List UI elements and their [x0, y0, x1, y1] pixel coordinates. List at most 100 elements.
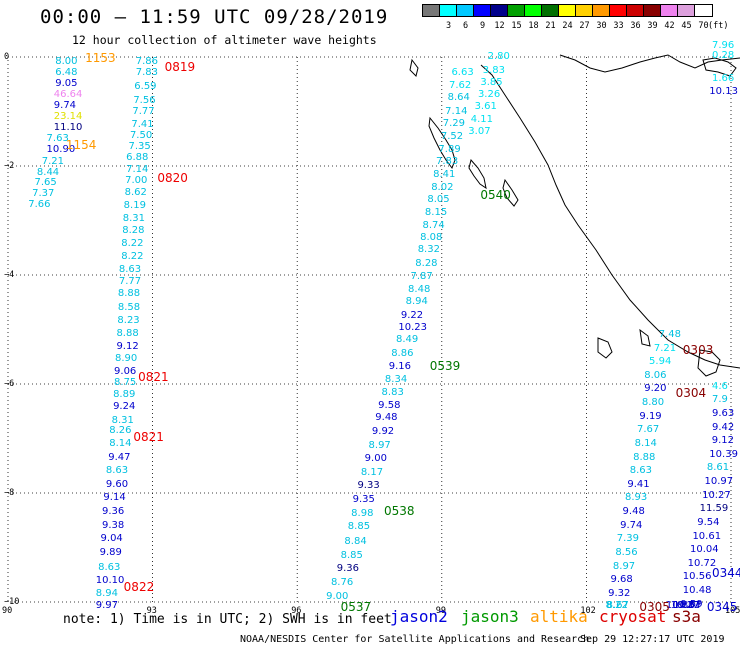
wave-height-value: 8.63 [98, 561, 121, 573]
wave-height-value: 8.32 [417, 244, 440, 256]
wave-height-value: 8.63 [118, 263, 142, 275]
wave-height-value: 9.36 [101, 506, 125, 518]
wave-height-value: 9.68 [610, 574, 633, 586]
wave-height-value: 10.72 [687, 557, 717, 569]
wave-height-value: 9.92 [371, 425, 395, 437]
wave-height-value: 9.42 [712, 421, 735, 433]
legend-jason3: jason3 [461, 607, 519, 626]
lon-tick-label: 105 [725, 606, 740, 616]
wave-height-value: 8.48 [408, 283, 431, 295]
color-swatch-label: 24 [562, 21, 573, 31]
color-scale-unit: (ft) [708, 21, 729, 31]
pass-time-label: 0304 [675, 386, 707, 401]
wave-height-value: 9.20 [644, 383, 667, 395]
wave-height-value: 3.26 [477, 89, 501, 101]
color-swatch-label: 9 [479, 21, 486, 31]
coastline [639, 328, 651, 347]
wave-height-value: 10.37 [670, 600, 700, 611]
wave-height-value: 5.94 [649, 356, 672, 368]
wave-height-value: 7.37 [32, 188, 55, 200]
color-swatch-label: 39 [647, 21, 658, 31]
wave-height-value: 10.88 [665, 600, 695, 611]
wave-height-value: 7.89 [438, 143, 461, 155]
wave-height-value: 23.14 [53, 110, 83, 122]
lon-tick-label: 93 [146, 606, 157, 616]
wave-height-value: 9.74 [53, 100, 77, 112]
wave-height-value: 8.83 [381, 387, 404, 399]
wave-height-value: 8.88 [633, 451, 656, 463]
wave-height-value: 8.44 [36, 166, 60, 178]
wave-height-value: 8.05 [427, 194, 450, 206]
wave-height-value: 8.63 [629, 465, 653, 477]
pass-time-label: 0344 [712, 566, 740, 581]
lat-tick-label: −8 [4, 488, 15, 498]
color-swatch-label: 27 [579, 21, 590, 31]
wave-height-value: 8.80 [641, 397, 665, 409]
wave-height-value: 7.77 [118, 275, 142, 287]
wave-height-value: 8.84 [344, 536, 367, 548]
pass-time-label: 1154 [65, 138, 97, 153]
footer-note: note: 1) Time is in UTC; 2) SWH is in fe… [63, 612, 392, 627]
wave-height-value: 7.62 [449, 79, 472, 91]
wave-height-value: 4.11 [470, 113, 493, 125]
wave-height-value: 9.59 [680, 598, 703, 610]
wave-height-value: 8.22 [605, 600, 628, 611]
coastline [502, 178, 519, 207]
wave-height-value: 8.14 [634, 437, 657, 449]
wave-height-value: 8.22 [121, 251, 144, 262]
wave-height-value: 8.41 [433, 169, 456, 181]
wave-height-value: 8.00 [55, 56, 78, 68]
pass-time-label: 0820 [157, 170, 188, 185]
wave-height-value: 8.90 [115, 353, 138, 365]
wave-height-value: 7.66 [28, 199, 51, 211]
wave-height-value: 9.48 [375, 412, 398, 424]
wave-height-value: 6.48 [55, 67, 78, 79]
wave-height-value: 8.94 [95, 587, 118, 599]
wave-height-value: 10.04 [690, 544, 719, 556]
pass-time-label: 0822 [123, 579, 155, 594]
wave-height-value: 8.28 [122, 225, 145, 237]
pass-time-label: 0821 [133, 429, 164, 444]
color-swatch-label: 42 [664, 21, 675, 31]
lat-tick-label: −10 [4, 597, 20, 607]
wave-height-value: 7.83 [135, 67, 158, 79]
wave-height-value: 8.31 [122, 212, 145, 224]
legend-jason2: jason2 [390, 607, 448, 626]
wave-height-value: 7.50 [129, 130, 153, 142]
wave-height-value: 8.56 [615, 546, 638, 558]
coastline [559, 54, 740, 73]
wave-height-value: 8.26 [109, 425, 132, 437]
wave-height-value: 8.85 [347, 521, 371, 533]
wave-height-value: 9.14 [103, 492, 126, 504]
wave-height-value: 8.34 [384, 374, 408, 386]
wave-height-value: 2.80 [487, 51, 510, 62]
wave-height-value: 8.74 [422, 219, 445, 231]
wave-height-value: 8.19 [123, 199, 146, 211]
wave-height-value: 9.63 [712, 407, 735, 419]
wave-height-value: 1.66 [712, 72, 735, 84]
wave-height-value: 46.64 [53, 89, 83, 101]
legend-s3a: s3a [672, 607, 701, 626]
wave-height-value: 9.48 [622, 506, 645, 518]
wave-height-value: 8.62 [124, 187, 147, 199]
wave-height-value: 7.00 [125, 175, 148, 187]
wave-height-value: 8.76 [330, 576, 354, 588]
pass-time-label: 0538 [383, 504, 415, 519]
wave-height-value: 3.07 [468, 126, 491, 138]
wave-height-value: 7.52 [440, 130, 464, 142]
pass-time-label: 0345 [706, 600, 738, 614]
color-swatch-label: 15 [511, 21, 522, 31]
color-swatch-label: 70 [698, 21, 709, 31]
wave-height-value: 9.00 [326, 590, 349, 602]
legend-altika: altika [530, 607, 588, 626]
wave-height-value: 8.02 [431, 181, 454, 193]
wave-height-value: 0.28 [712, 49, 735, 61]
color-swatch-label: 21 [545, 21, 556, 31]
wave-height-value: 8.88 [117, 288, 141, 300]
wave-height-value: 8.93 [624, 492, 648, 504]
wave-height-value: 11.10 [53, 121, 83, 133]
color-swatch-label: 6 [462, 21, 469, 31]
wave-height-value: 8.75 [114, 376, 137, 388]
wave-height-value: 9.47 [108, 451, 131, 463]
wave-height-value: 7.96 [712, 40, 735, 52]
